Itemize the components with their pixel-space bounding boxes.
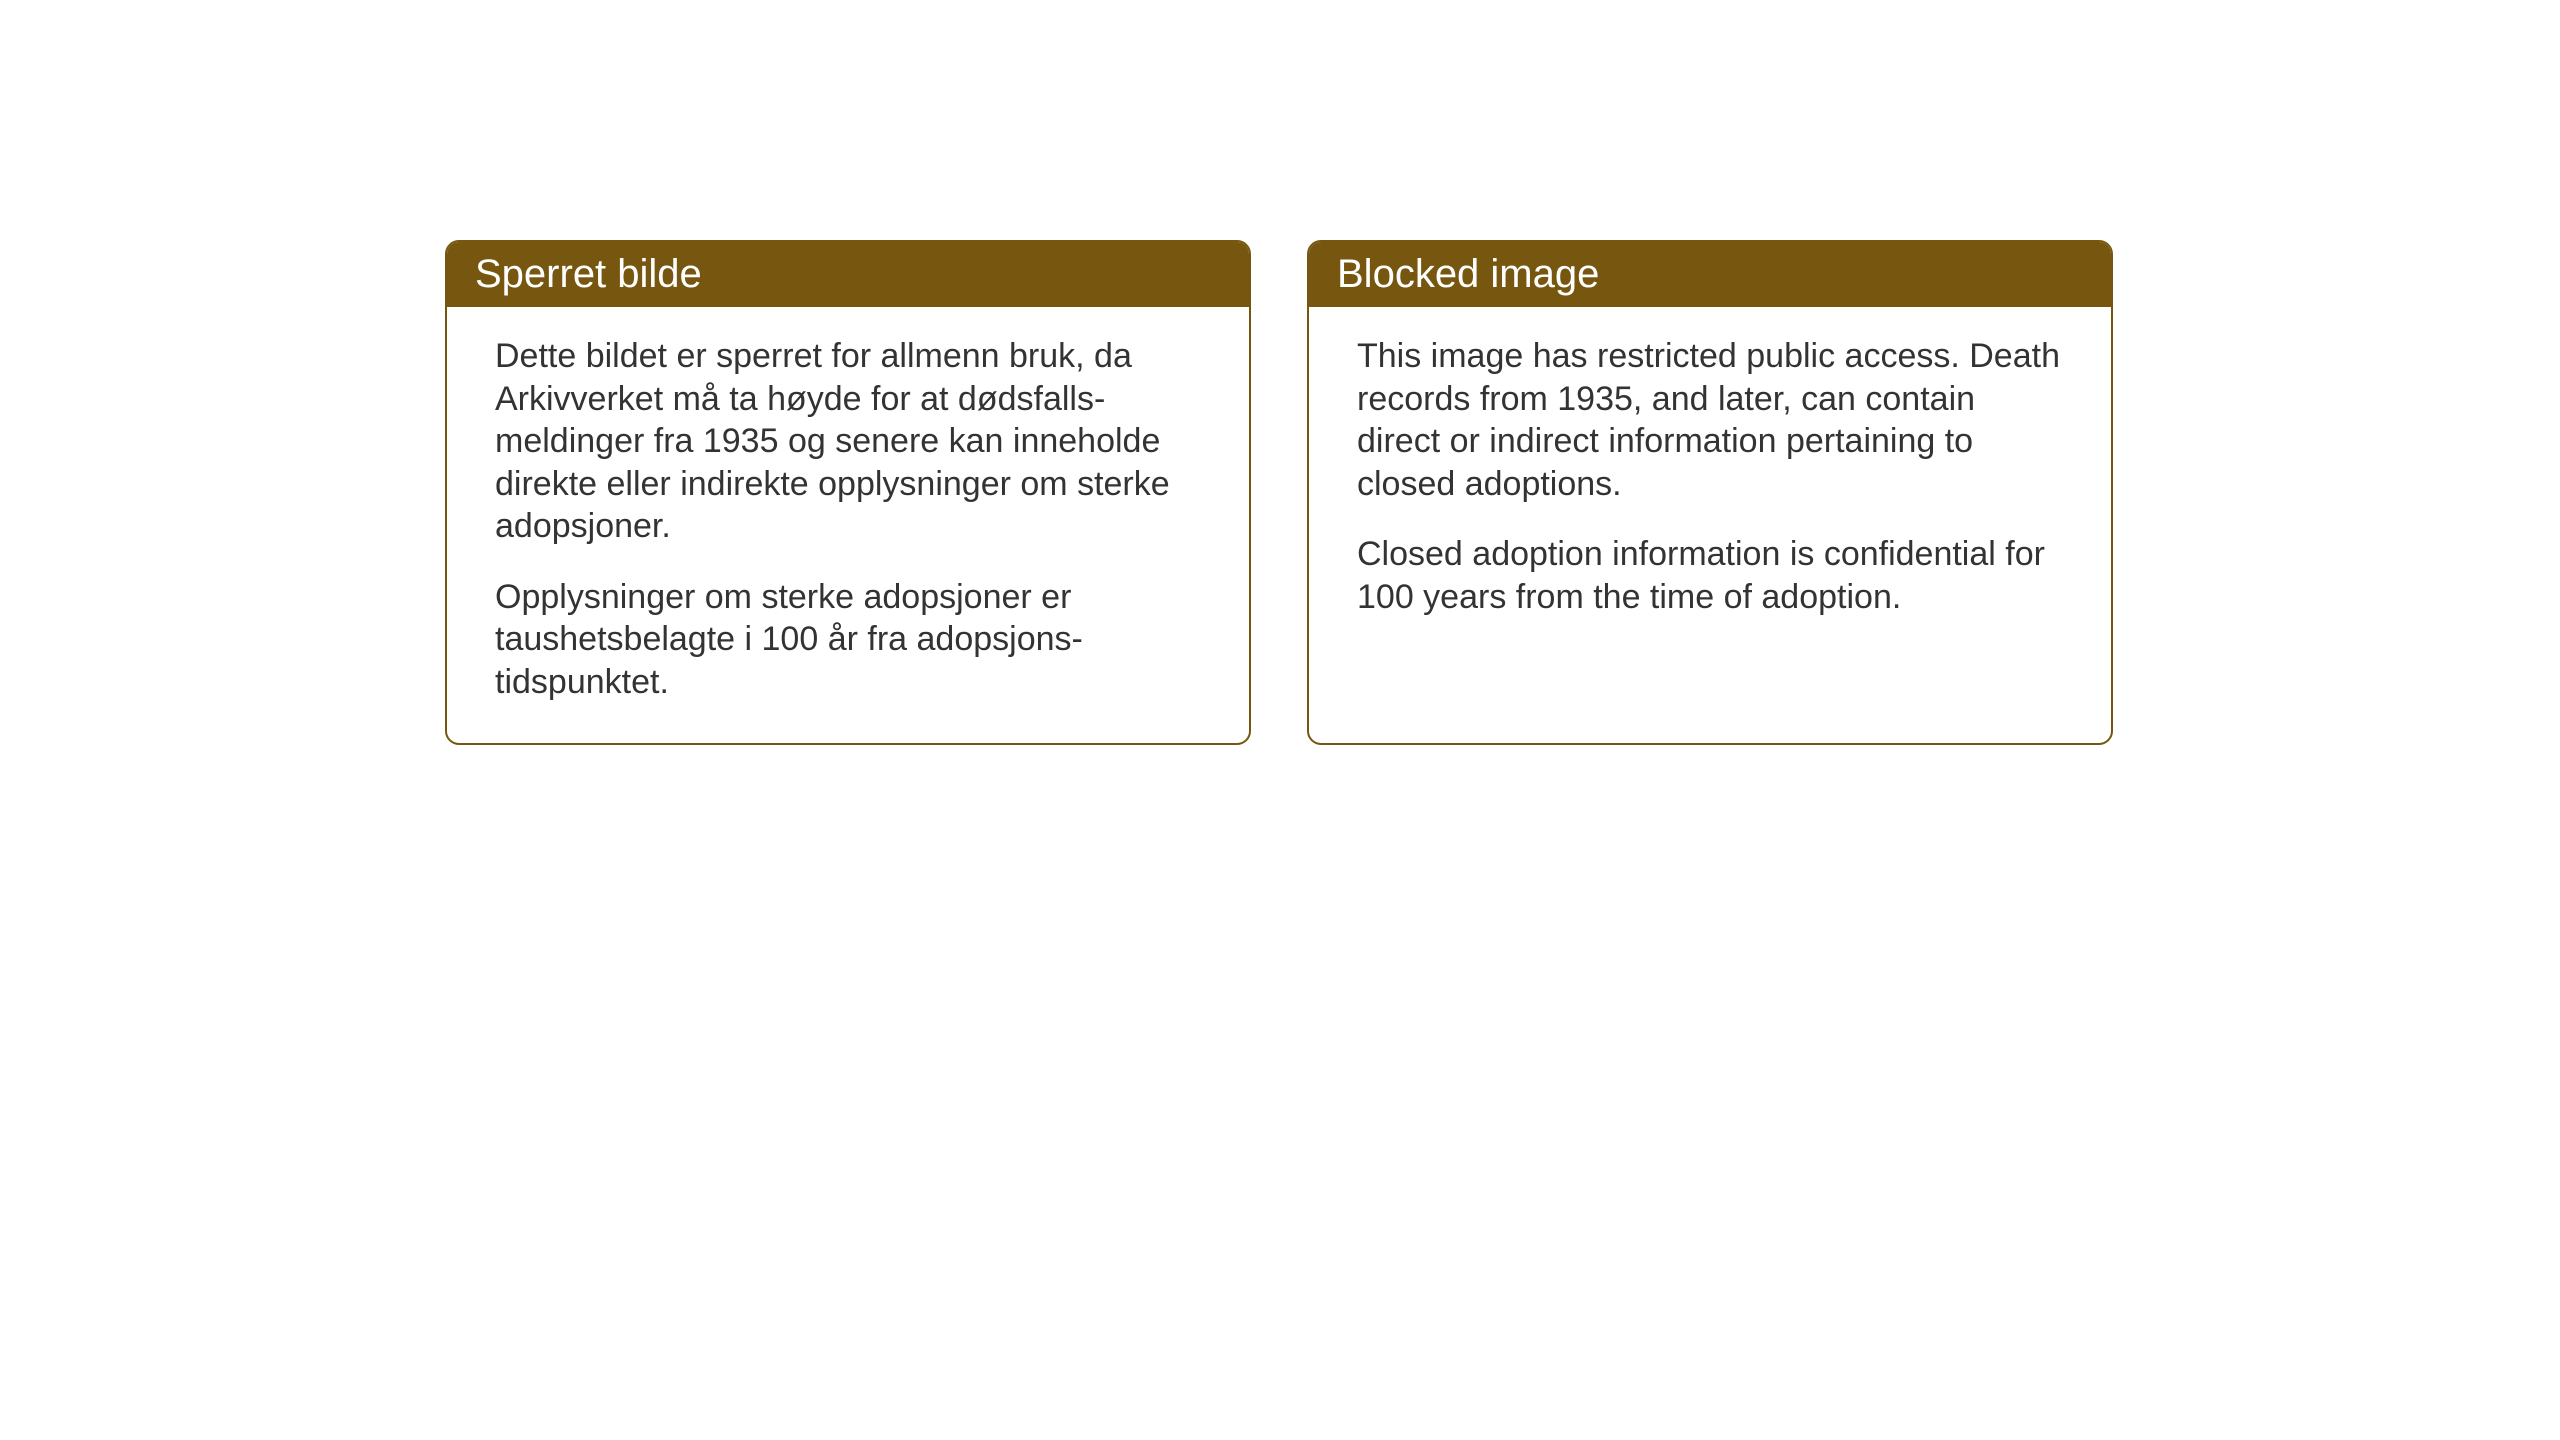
norwegian-card-body: Dette bildet er sperret for allmenn bruk… [447, 307, 1249, 743]
english-notice-card: Blocked image This image has restricted … [1307, 240, 2113, 745]
english-card-title: Blocked image [1337, 252, 1599, 296]
norwegian-paragraph-1: Dette bildet er sperret for allmenn bruk… [495, 335, 1201, 548]
norwegian-card-header: Sperret bilde [447, 242, 1249, 307]
norwegian-card-title: Sperret bilde [475, 252, 702, 296]
english-paragraph-1: This image has restricted public access.… [1357, 335, 2063, 505]
norwegian-notice-card: Sperret bilde Dette bildet er sperret fo… [445, 240, 1251, 745]
english-paragraph-2: Closed adoption information is confident… [1357, 533, 2063, 618]
notice-container: Sperret bilde Dette bildet er sperret fo… [445, 240, 2113, 745]
english-card-header: Blocked image [1309, 242, 2111, 307]
norwegian-paragraph-2: Opplysninger om sterke adopsjoner er tau… [495, 576, 1201, 704]
english-card-body: This image has restricted public access.… [1309, 307, 2111, 658]
